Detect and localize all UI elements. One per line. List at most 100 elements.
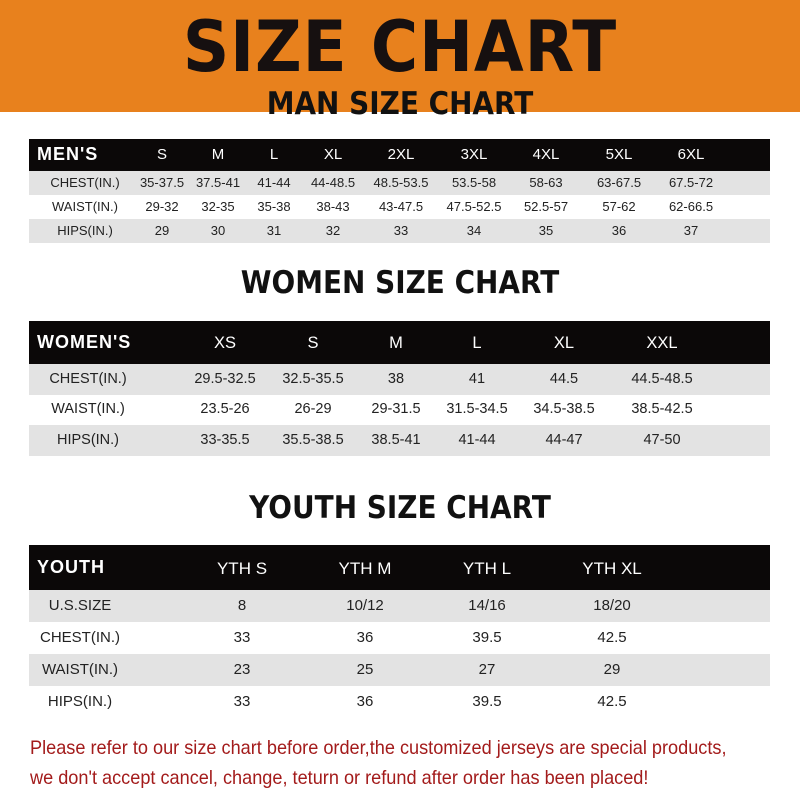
order-notice: Please refer to our size chart before or…: [30, 733, 737, 793]
measurement-value: 36: [611, 223, 627, 239]
measurement-value: 29-32: [145, 199, 179, 215]
men-table-category: MEN'S: [37, 144, 99, 164]
measurement-value: 47-50: [643, 431, 681, 448]
measurement-value: 39.5: [472, 629, 502, 646]
table-row: WAIST(IN.) 29-32 32-35 35-38 38-43 43-47.5 47.…: [29, 195, 770, 219]
measurement-value: 38.5-41: [371, 431, 421, 448]
measurement-value: 42.5: [597, 629, 627, 646]
table-row: CHEST(IN.) 33 36 39.5 42.5: [29, 622, 770, 654]
measurement-value: 31: [266, 223, 282, 239]
measurement-value: 39.5: [472, 693, 502, 710]
measurement-value: 36: [356, 629, 374, 646]
size-header: S: [156, 146, 168, 163]
measurement-value: 26-29: [294, 401, 332, 418]
measurement-value: 41: [468, 370, 486, 387]
measurement-label: HIPS(IN.): [57, 223, 113, 239]
measurement-label: HIPS(IN.): [56, 431, 120, 448]
size-header: 5XL: [605, 146, 633, 163]
measurement-value: 38.5-42.5: [631, 401, 693, 418]
measurement-value: 36: [356, 693, 374, 710]
measurement-value: 44.5-48.5: [631, 370, 693, 387]
size-header: YTH M: [338, 558, 392, 578]
measurement-value: 29: [154, 223, 170, 239]
youth-table-header: YOUTH YTH S YTH M YTH L YTH XL: [29, 545, 770, 590]
table-row: CHEST(IN.) 29.5-32.5 32.5-35.5 38 41 44.5 44.5…: [29, 364, 770, 395]
measurement-value: 23: [233, 661, 251, 678]
men-section-title: MAN SIZE CHART: [266, 86, 534, 122]
size-header: YTH L: [462, 558, 512, 578]
measurement-value: 42.5: [597, 693, 627, 710]
size-header: 3XL: [460, 146, 488, 163]
measurement-value: 58-63: [529, 175, 563, 191]
page-title: SIZE CHART: [182, 6, 618, 88]
measurement-value: 41-44: [458, 431, 496, 448]
size-header: XS: [213, 333, 237, 352]
measurement-label: HIPS(IN.): [47, 693, 113, 710]
measurement-value: 33: [233, 629, 251, 646]
table-row: WAIST(IN.) 23 25 27 29: [29, 654, 770, 686]
women-table-category: WOMEN'S: [37, 331, 132, 352]
measurement-label: CHEST(IN.): [40, 629, 120, 646]
measurement-value: 33-35.5: [200, 431, 250, 448]
measurement-value: 47.5-52.5: [446, 199, 502, 215]
measurement-value: 34.5-38.5: [533, 401, 595, 418]
table-row: HIPS(IN.) 33 36 39.5 42.5: [29, 686, 770, 718]
measurement-label: CHEST(IN.): [50, 175, 120, 191]
measurement-label: U.S.SIZE: [48, 597, 112, 614]
measurement-label: WAIST(IN.): [51, 401, 125, 418]
size-header: M: [389, 333, 403, 352]
measurement-value: 67.5-72: [668, 175, 714, 191]
measurement-value: 37.5-41: [195, 175, 241, 191]
measurement-value: 43-47.5: [378, 199, 424, 215]
measurement-value: 27: [478, 661, 496, 678]
measurement-value: 35: [538, 223, 554, 239]
measurement-value: 18/20: [593, 597, 631, 614]
measurement-value: 44-47: [545, 431, 583, 448]
measurement-value: 35.5-38.5: [282, 431, 344, 448]
measurement-label: WAIST(IN.): [52, 199, 118, 215]
table-row: HIPS(IN.) 33-35.5 35.5-38.5 38.5-41 41-44 44-…: [29, 425, 770, 456]
men-table-header: MEN'S S M L XL 2XL 3XL 4XL 5XL 6XL: [29, 139, 770, 171]
size-header: M: [211, 146, 225, 163]
measurement-value: 38-43: [316, 199, 350, 215]
size-header: XXL: [646, 333, 678, 352]
measurement-value: 32.5-35.5: [282, 370, 344, 387]
size-header: L: [269, 146, 279, 163]
measurement-value: 48.5-53.5: [373, 175, 429, 191]
table-row: HIPS(IN.) 29 30 31 32 33 34 35 36 37: [29, 219, 770, 243]
measurement-value: 35-37.5: [139, 175, 185, 191]
measurement-value: 10/12: [346, 597, 384, 614]
measurement-value: 62-66.5: [668, 199, 714, 215]
size-header: L: [472, 333, 482, 352]
measurement-value: 32-35: [201, 199, 235, 215]
measurement-value: 14/16: [468, 597, 506, 614]
measurement-value: 31.5-34.5: [446, 401, 508, 418]
size-header: YTH S: [216, 558, 268, 578]
table-row: CHEST(IN.) 35-37.5 37.5-41 41-44 44-48.5 48.5…: [29, 171, 770, 195]
measurement-value: 33: [393, 223, 409, 239]
size-header: YTH XL: [582, 558, 642, 578]
size-header: 4XL: [532, 146, 560, 163]
title-banner: SIZE CHART: [0, 0, 800, 112]
measurement-value: 25: [356, 661, 374, 678]
order-notice-line-2: we don't accept cancel, change, teturn o…: [30, 767, 649, 789]
measurement-value: 44.5: [549, 370, 579, 387]
measurement-value: 52.5-57: [523, 199, 569, 215]
measurement-value: 41-44: [257, 175, 291, 191]
measurement-value: 35-38: [257, 199, 291, 215]
measurement-value: 34: [466, 223, 482, 239]
measurement-value: 8: [237, 597, 247, 614]
measurement-value: 33: [233, 693, 251, 710]
measurement-value: 23.5-26: [200, 401, 250, 418]
women-table-header: WOMEN'S XS S M L XL XXL: [29, 321, 770, 364]
women-section-title: WOMEN SIZE CHART: [240, 265, 560, 301]
measurement-value: 38: [387, 370, 405, 387]
measurement-value: 63-67.5: [596, 175, 642, 191]
table-row: WAIST(IN.) 23.5-26 26-29 29-31.5 31.5-34.5 34…: [29, 395, 770, 426]
measurement-value: 29.5-32.5: [194, 370, 256, 387]
size-header: 6XL: [677, 146, 705, 163]
youth-section-title: YOUTH SIZE CHART: [249, 490, 551, 526]
youth-table-category: YOUTH: [37, 556, 105, 577]
measurement-label: WAIST(IN.): [41, 661, 119, 678]
measurement-value: 57-62: [602, 199, 636, 215]
